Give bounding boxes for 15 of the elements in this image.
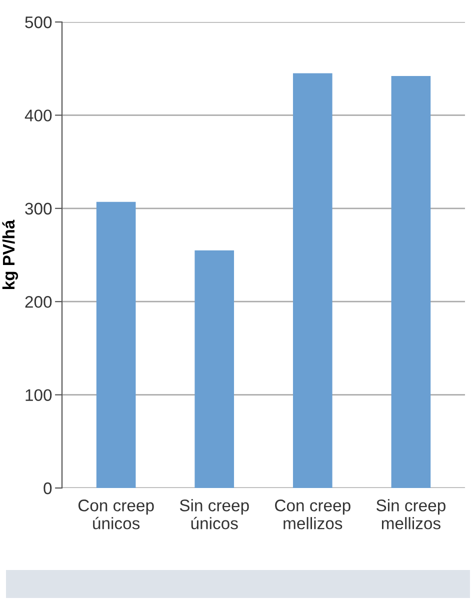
x-tick-label: Sin creep mellizos: [376, 499, 446, 530]
y-tick-label: 300: [25, 202, 52, 215]
y-tick-label: 200: [25, 296, 52, 308]
y-tick-label: 400: [24, 110, 52, 122]
bar: [96, 202, 136, 488]
x-tick-label: Con creep mellizos: [275, 500, 350, 530]
y-tick-label: 500: [25, 16, 52, 28]
y-tick-label: 100: [26, 389, 52, 402]
x-tick-label: Con creep únicos: [78, 500, 154, 530]
bar: [292, 73, 332, 488]
bar: [194, 250, 234, 488]
x-tick-label: Sin creep únicos: [180, 499, 249, 530]
bar: [391, 76, 431, 488]
y-tick-label: 0: [44, 482, 52, 494]
y-axis-title: kg PV/há: [2, 220, 18, 290]
